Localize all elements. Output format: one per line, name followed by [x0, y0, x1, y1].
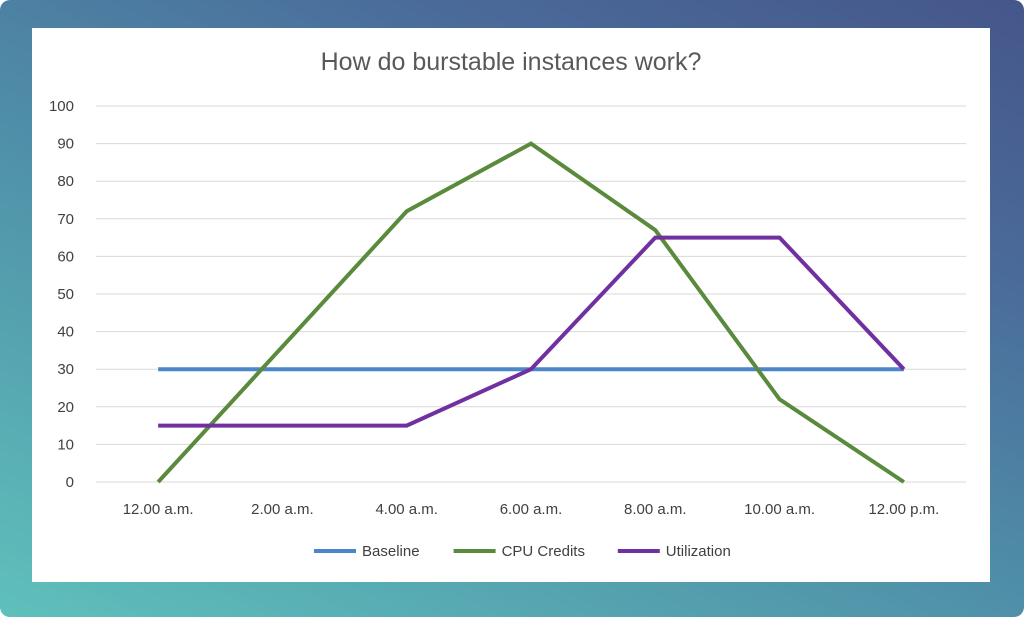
y-tick-label: 60 — [57, 248, 74, 265]
chart-title: How do burstable instances work? — [321, 48, 702, 76]
y-tick-label: 40 — [57, 324, 74, 341]
y-tick-label: 90 — [57, 136, 74, 153]
x-axis-ticks: 12.00 a.m. 2.00 a.m. 4.00 a.m. 6.00 a.m. 8.0… — [123, 501, 940, 518]
legend-label-cpu-credits: CPU Credits — [502, 543, 585, 560]
y-tick-label: 0 — [66, 474, 74, 491]
y-tick-label: 100 — [49, 98, 74, 115]
y-tick-label: 20 — [57, 399, 74, 416]
legend-label-baseline: Baseline — [362, 543, 420, 560]
series-line-cpu-credits — [156, 141, 905, 484]
x-tick-label: 12.00 a.m. — [123, 501, 194, 518]
y-tick-label: 10 — [57, 436, 74, 453]
x-tick-label: 6.00 a.m. — [500, 501, 563, 518]
line-chart: How do burstable instances work? 0 10 20 30… — [49, 48, 966, 560]
gridlines — [96, 105, 966, 483]
legend: Baseline CPU Credits Utilization — [314, 543, 731, 560]
x-tick-label: 4.00 a.m. — [375, 501, 438, 518]
y-tick-label: 70 — [57, 211, 74, 228]
legend-label-utilization: Utilization — [666, 543, 731, 560]
x-tick-label: 2.00 a.m. — [251, 501, 314, 518]
x-tick-label: 10.00 a.m. — [744, 501, 815, 518]
x-tick-label: 12.00 p.m. — [868, 501, 939, 518]
y-tick-label: 50 — [57, 286, 74, 303]
y-tick-label: 80 — [57, 173, 74, 190]
chart-panel: How do burstable instances work? 0 10 20 30… — [32, 28, 990, 582]
x-tick-label: 8.00 a.m. — [624, 501, 687, 518]
series-lines — [156, 141, 906, 484]
y-axis-ticks: 0 10 20 30 40 50 60 70 80 90 100 — [49, 98, 74, 491]
y-tick-label: 30 — [57, 361, 74, 378]
